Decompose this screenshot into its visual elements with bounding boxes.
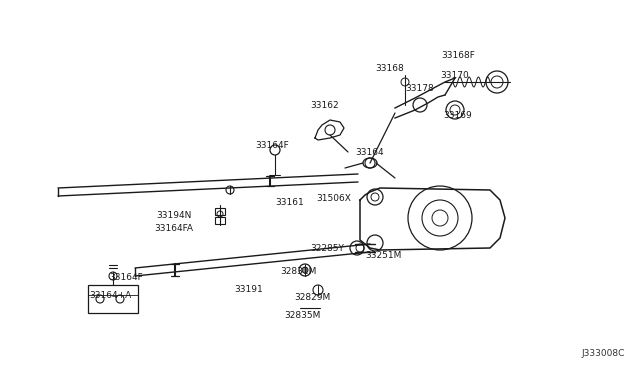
Text: 32835M: 32835M	[284, 311, 320, 320]
Text: 33168: 33168	[376, 64, 404, 73]
Text: 33169: 33169	[444, 110, 472, 119]
Bar	[215, 217, 225, 224]
Text: 31506X: 31506X	[317, 193, 351, 202]
Text: 33161: 33161	[276, 198, 305, 206]
Text: 33164F: 33164F	[109, 273, 143, 282]
Text: 33191: 33191	[235, 285, 264, 295]
Bar	[88, 285, 138, 313]
Text: 33164: 33164	[356, 148, 384, 157]
Text: 32285Y: 32285Y	[310, 244, 344, 253]
Text: 33178: 33178	[406, 83, 435, 93]
Text: 33164+A: 33164+A	[89, 291, 131, 299]
Text: 33168F: 33168F	[441, 51, 475, 60]
Text: 33194N: 33194N	[156, 211, 192, 219]
Bar	[215, 208, 225, 215]
Text: J333008C: J333008C	[582, 349, 625, 358]
Text: 32831M: 32831M	[280, 267, 316, 276]
Text: 33164FA: 33164FA	[154, 224, 193, 232]
Text: 32829M: 32829M	[294, 294, 330, 302]
Circle shape	[302, 267, 308, 273]
Text: 33170: 33170	[440, 71, 469, 80]
Text: 33251M: 33251M	[365, 250, 401, 260]
Text: 33164F: 33164F	[255, 141, 289, 150]
Text: 33162: 33162	[310, 100, 339, 109]
